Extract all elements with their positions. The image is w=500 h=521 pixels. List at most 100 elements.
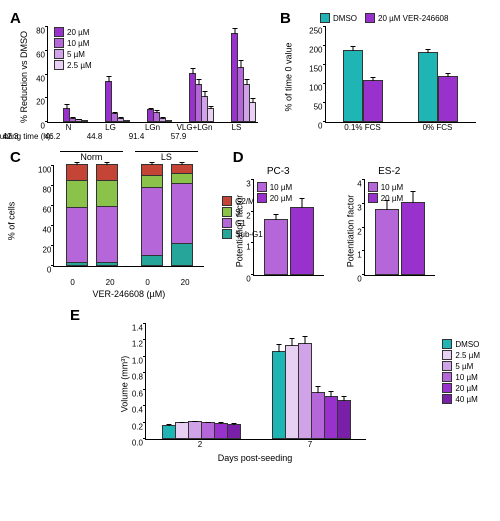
legend-item: 20 µM <box>442 383 480 393</box>
x-label: 0% FCS <box>400 123 475 132</box>
chart-d-1: ES-20123410 µM20 µMPotentiation factor <box>344 166 435 276</box>
chart-d-plot: 012310 µM20 µM <box>253 180 324 276</box>
stacked-segment <box>171 164 193 174</box>
bar <box>298 343 312 439</box>
chart-a-xlabels: NLGLGnVLG+LGnLSDoubling time (h):42.346.… <box>48 123 258 141</box>
bar <box>249 102 256 122</box>
stacked-segment <box>66 179 88 208</box>
y-tick: 20 <box>42 246 54 255</box>
chart-a: % Reduction vs DMSO 20 µM10 µM5 µM2.5 µM… <box>10 27 270 141</box>
chart-e: Volume (mm³) 0.00.20.40.60.81.01.21.4 DM… <box>120 324 430 463</box>
bar <box>363 80 383 122</box>
chart-b-xlabels: 0.1% FCS0% FCS <box>325 123 475 132</box>
y-tick: 0 <box>357 275 364 284</box>
y-tick: 2 <box>357 227 364 236</box>
bar <box>375 209 399 275</box>
chart-c: % of cells 020406080100 G2/MSG1Sub-G1 No… <box>10 166 223 299</box>
y-tick: 60 <box>42 206 54 215</box>
bar <box>207 108 214 122</box>
y-tick: 80 <box>36 27 48 36</box>
stacked-segment <box>96 205 118 263</box>
stacked-segment <box>141 174 163 188</box>
chart-e-xlabel: Days post-seeding <box>145 453 365 463</box>
y-tick: 0.0 <box>132 439 146 448</box>
chart-a-ylabel: % Reduction vs DMSO <box>19 31 29 123</box>
y-tick: 150 <box>309 65 325 74</box>
bar <box>264 219 288 275</box>
bar <box>272 351 286 439</box>
row-2: C % of cells 020406080100 G2/MSG1Sub-G1 … <box>10 149 490 299</box>
legend-item: 2.5 µM <box>54 60 92 70</box>
y-tick: 60 <box>36 50 48 59</box>
stacked-segment <box>96 179 118 207</box>
y-tick: 1.0 <box>132 356 146 365</box>
stacked-segment <box>96 164 118 181</box>
chart-c-xlabel: VER-246608 (µM) <box>93 289 166 299</box>
chart-e-ylabel: Volume (mm³) <box>119 356 129 413</box>
y-tick: 0 <box>41 122 48 131</box>
y-tick: 0 <box>318 122 325 131</box>
y-tick: 40 <box>36 74 48 83</box>
bar <box>285 345 299 439</box>
chart-d-ylabel: Potentiation factor <box>234 195 244 268</box>
panel-a: A % Reduction vs DMSO 20 µM10 µM5 µM2.5 … <box>10 10 270 141</box>
legend-item: 10 µM <box>54 38 92 48</box>
stacked-segment <box>171 242 193 266</box>
bar <box>290 207 314 276</box>
stacked-segment <box>141 186 163 256</box>
chart-d-container: PC-3 012310 µM20 µM Potentiation factor ES-… <box>233 166 490 276</box>
y-tick: 3 <box>246 180 253 189</box>
panel-a-label: A <box>10 10 270 27</box>
y-tick: 3 <box>357 203 364 212</box>
chart-e-xlabels: 27 <box>145 440 365 449</box>
panel-d: D PC-3 012310 µM20 µM Potentiation factor E… <box>233 149 490 276</box>
x-label: 0.1% FCS <box>325 123 400 132</box>
y-tick: 0 <box>47 266 54 275</box>
chart-b-legend: DMSO20 µM VER-246608 <box>320 13 448 24</box>
legend-item: 2.5 µM <box>442 350 480 360</box>
bar <box>214 423 228 439</box>
row-3: E Volume (mm³) 0.00.20.40.60.81.01.21.4 … <box>10 307 490 463</box>
y-tick: 20 <box>36 98 48 107</box>
stacked-segment <box>66 164 88 181</box>
legend-item: 10 µM <box>442 372 480 382</box>
bar <box>401 202 425 275</box>
y-tick: 1 <box>246 243 253 252</box>
bar <box>123 120 130 122</box>
legend-item: 5 µM <box>54 49 92 59</box>
chart-d-title: PC-3 <box>233 166 324 177</box>
panel-c: C % of cells 020406080100 G2/MSG1Sub-G1 … <box>10 149 223 299</box>
legend-item: 40 µM <box>442 394 480 404</box>
chart-c-ylabel: % of cells <box>6 202 16 241</box>
legend-item: DMSO <box>442 339 480 349</box>
stacked-segment <box>141 164 163 176</box>
bar <box>165 120 172 122</box>
chart-b-plot: 050100150200250 <box>325 27 476 123</box>
chart-c-xlabels: NormLS020020 <box>54 267 204 287</box>
row-1: A % Reduction vs DMSO 20 µM10 µM5 µM2.5 … <box>10 10 490 141</box>
legend-item: DMSO <box>320 13 357 23</box>
chart-b-ylabel: % of time 0 value <box>284 42 294 111</box>
chart-a-plot: 20 µM10 µM5 µM2.5 µM 020406080 <box>47 27 258 123</box>
bar <box>418 52 438 122</box>
panel-d-label: D <box>233 149 490 166</box>
bar <box>201 422 215 439</box>
y-tick: 100 <box>309 84 325 93</box>
chart-e-plot: 0.00.20.40.60.81.01.21.4 <box>145 324 366 440</box>
chart-b: % of time 0 value 050100150200250 DMSO20… <box>280 27 490 132</box>
stacked-segment <box>66 206 88 263</box>
y-tick: 250 <box>309 27 325 36</box>
y-tick: 200 <box>309 46 325 55</box>
panel-e-label: E <box>70 307 430 324</box>
x-label: 2 <box>145 440 255 449</box>
y-tick: 80 <box>42 186 54 195</box>
panel-e: E Volume (mm³) 0.00.20.40.60.81.01.21.4 … <box>70 307 430 463</box>
y-tick: 1.2 <box>132 340 146 349</box>
y-tick: 0.2 <box>132 422 146 431</box>
bar <box>343 50 363 122</box>
x-label: 7 <box>255 440 365 449</box>
y-tick: 2 <box>246 211 253 220</box>
chart-d-title: ES-2 <box>344 166 435 177</box>
legend-item: 5 µM <box>442 361 480 371</box>
bar <box>188 421 202 439</box>
